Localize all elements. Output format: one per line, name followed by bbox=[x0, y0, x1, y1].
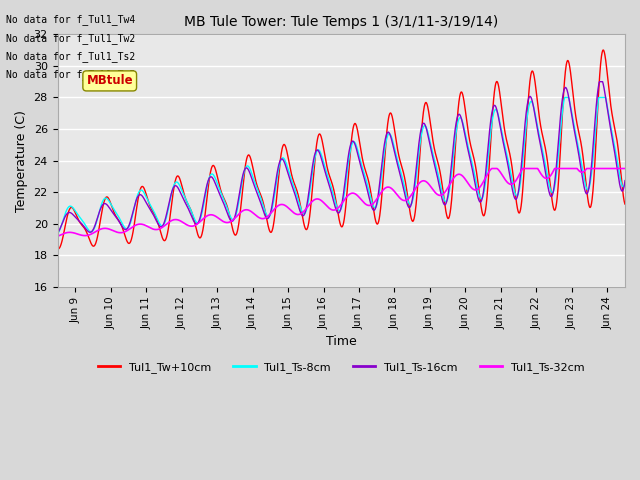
Tul1_Tw+10cm bbox=[315, 132, 323, 138]
Tul1_Ts-8cm bbox=[605, 112, 612, 118]
Line: Tul1_Ts-16cm: Tul1_Ts-16cm bbox=[58, 82, 625, 233]
Legend: Tul1_Tw+10cm, Tul1_Ts-8cm, Tul1_Ts-16cm, Tul1_Ts-32cm: Tul1_Tw+10cm, Tul1_Ts-8cm, Tul1_Ts-16cm,… bbox=[93, 358, 589, 377]
Text: MBtule: MBtule bbox=[86, 74, 133, 87]
Line: Tul1_Ts-32cm: Tul1_Ts-32cm bbox=[58, 168, 625, 236]
Tul1_Ts-32cm bbox=[315, 196, 323, 202]
Tul1_Tw+10cm bbox=[599, 47, 607, 53]
Tul1_Ts-8cm bbox=[500, 141, 508, 147]
Tul1_Ts-32cm bbox=[605, 166, 612, 171]
Tul1_Ts-8cm bbox=[621, 180, 629, 186]
Tul1_Ts-32cm bbox=[488, 166, 496, 171]
Tul1_Ts-8cm bbox=[54, 231, 61, 237]
Tul1_Ts-8cm bbox=[83, 224, 90, 230]
Tul1_Tw+10cm bbox=[330, 187, 337, 192]
Text: No data for f_Tul1_Ts2: No data for f_Tul1_Ts2 bbox=[6, 51, 136, 62]
Text: No data for f_Tul1_Tw4: No data for f_Tul1_Tw4 bbox=[6, 14, 136, 25]
Title: MB Tule Tower: Tule Temps 1 (3/1/11-3/19/14): MB Tule Tower: Tule Temps 1 (3/1/11-3/19… bbox=[184, 15, 499, 29]
Tul1_Ts-16cm bbox=[605, 114, 612, 120]
Tul1_Ts-32cm bbox=[330, 207, 337, 213]
Tul1_Ts-8cm bbox=[330, 192, 337, 198]
Tul1_Ts-32cm bbox=[621, 166, 629, 171]
Tul1_Ts-16cm bbox=[605, 115, 612, 121]
Tul1_Ts-16cm bbox=[621, 178, 629, 183]
Tul1_Tw+10cm bbox=[54, 246, 61, 252]
Line: Tul1_Ts-8cm: Tul1_Ts-8cm bbox=[58, 97, 625, 234]
Tul1_Ts-16cm bbox=[315, 148, 323, 154]
Tul1_Tw+10cm bbox=[605, 88, 613, 94]
Y-axis label: Temperature (C): Temperature (C) bbox=[15, 110, 28, 212]
Tul1_Tw+10cm bbox=[83, 230, 91, 236]
Tul1_Ts-8cm bbox=[605, 111, 612, 117]
Tul1_Ts-16cm bbox=[83, 227, 90, 233]
Tul1_Ts-8cm bbox=[561, 95, 569, 100]
Tul1_Tw+10cm bbox=[54, 246, 62, 252]
Text: No data for f_Tul1_Tw2: No data for f_Tul1_Tw2 bbox=[6, 33, 136, 44]
Tul1_Ts-32cm bbox=[500, 176, 508, 182]
Tul1_Ts-32cm bbox=[83, 233, 90, 239]
Line: Tul1_Tw+10cm: Tul1_Tw+10cm bbox=[58, 50, 625, 249]
Tul1_Ts-8cm bbox=[315, 147, 323, 153]
Tul1_Ts-32cm bbox=[54, 233, 61, 239]
Tul1_Ts-16cm bbox=[54, 230, 61, 236]
Text: No data for f_Tul1_Ts5: No data for f_Tul1_Ts5 bbox=[6, 69, 136, 80]
Tul1_Ts-16cm bbox=[596, 79, 604, 84]
Tul1_Tw+10cm bbox=[605, 86, 612, 92]
Tul1_Ts-32cm bbox=[605, 166, 612, 171]
Tul1_Ts-16cm bbox=[500, 145, 508, 151]
Tul1_Tw+10cm bbox=[621, 201, 629, 207]
X-axis label: Time: Time bbox=[326, 335, 356, 348]
Tul1_Tw+10cm bbox=[500, 127, 508, 133]
Tul1_Ts-16cm bbox=[330, 198, 337, 204]
